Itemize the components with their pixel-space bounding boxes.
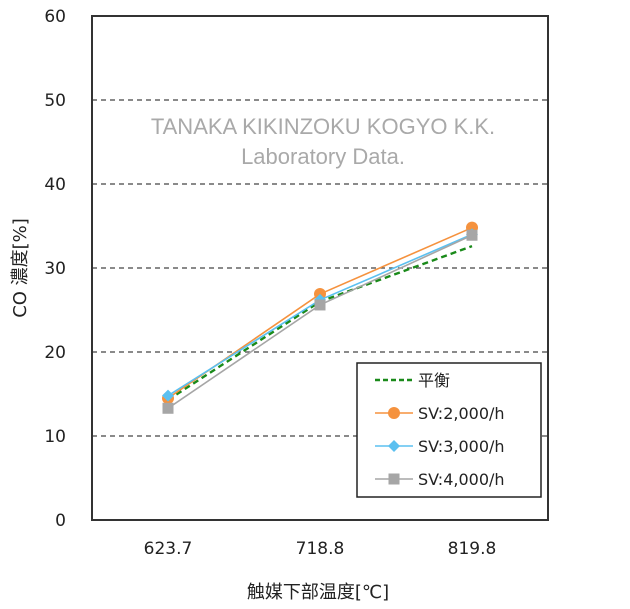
square-marker bbox=[466, 229, 478, 241]
legend-box bbox=[356, 362, 542, 498]
circle-marker bbox=[388, 407, 400, 419]
y-axis-title: CO 濃度[%] bbox=[10, 218, 31, 318]
y-tick-label: 20 bbox=[44, 343, 66, 363]
x-tick-label: 819.8 bbox=[448, 539, 497, 559]
legend-label: SV:2,000/h bbox=[418, 404, 505, 423]
legend-item: SV:4,000/h bbox=[375, 470, 505, 489]
x-tick-label: 623.7 bbox=[144, 539, 193, 559]
y-tick-label: 30 bbox=[44, 259, 66, 279]
y-tick-label: 50 bbox=[44, 91, 66, 111]
legend-item: 平衡 bbox=[375, 371, 450, 390]
diamond-marker bbox=[162, 389, 174, 402]
y-tick-label: 60 bbox=[44, 7, 66, 27]
data-series bbox=[162, 221, 478, 414]
legend-label: 平衡 bbox=[418, 371, 450, 390]
x-axis-ticks: 623.7 718.8 819.8 bbox=[144, 539, 497, 559]
square-marker bbox=[162, 402, 174, 414]
square-marker bbox=[314, 299, 326, 311]
legend-item: SV:3,000/h bbox=[375, 437, 505, 456]
x-axis-title: 触媒下部温度[℃] bbox=[247, 582, 389, 603]
watermark-line1: TANAKA KIKINZOKU KOGYO K.K. bbox=[151, 114, 495, 139]
square-marker bbox=[388, 473, 400, 485]
x-tick-label: 718.8 bbox=[296, 539, 345, 559]
legend-label: SV:4,000/h bbox=[418, 470, 505, 489]
series-3 bbox=[162, 229, 478, 414]
legend: 平衡 SV:2,000/h SV:3,000/h SV:4,000/h bbox=[356, 362, 542, 498]
y-tick-label: 10 bbox=[44, 427, 66, 447]
watermark-line2: Laboratory Data. bbox=[241, 144, 405, 169]
plot-area-frame bbox=[91, 15, 549, 521]
y-tick-label: 40 bbox=[44, 175, 66, 195]
diamond-marker bbox=[388, 440, 400, 452]
legend-label: SV:3,000/h bbox=[418, 437, 505, 456]
legend-item: SV:2,000/h bbox=[375, 404, 505, 423]
y-tick-label: 0 bbox=[55, 511, 66, 531]
y-axis-ticks: 0 10 20 30 40 50 60 bbox=[44, 7, 66, 531]
